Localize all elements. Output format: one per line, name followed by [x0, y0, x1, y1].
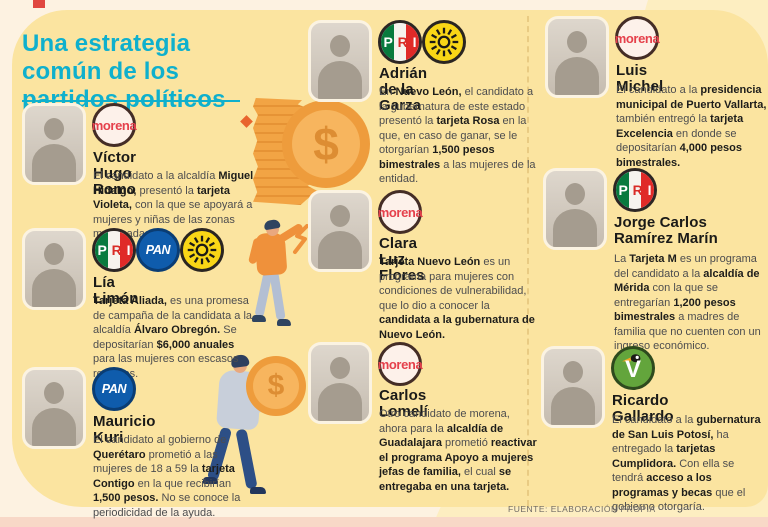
morena-party-icon: morena: [615, 16, 660, 60]
pvem-party-icon: V: [611, 346, 655, 390]
party-logos: morena: [615, 16, 660, 60]
party-logos: V: [611, 346, 655, 390]
candidate-name: Luis Michel: [616, 62, 664, 95]
pan-party-icon: PAN: [92, 367, 136, 411]
candidate-photo: [545, 16, 609, 98]
title-underline: [22, 100, 240, 102]
candidate-description: Otro candidato de morena, ahora para la …: [379, 408, 537, 493]
candidate-description: Tarjeta Nuevo León es un programa para m…: [379, 256, 535, 341]
candidate-name: Jorge Carlos Ramírez Marín: [614, 214, 718, 247]
dollar-sign: $: [252, 362, 300, 410]
party-logos: morena: [378, 342, 423, 386]
morena-party-icon: morena: [378, 342, 423, 386]
prd-party-icon: [180, 228, 224, 272]
bottom-pink-strip: [0, 517, 768, 527]
candidate-name: Clara Luz Flores: [379, 235, 425, 284]
morena-party-icon: morena: [378, 190, 423, 234]
top-red-tab-decoration: [33, 0, 45, 8]
party-logos: morena: [92, 103, 137, 147]
candidate-description: El candidato al gobierno de Querétaro pr…: [93, 434, 241, 519]
candidate-name: Adrián de la Garza: [379, 65, 428, 114]
candidate-photo: [22, 103, 86, 185]
candidate-name: Víctor Hugo Romo: [93, 149, 137, 198]
title-line-1: Una estrategia: [22, 30, 191, 58]
prd-party-icon: [422, 20, 466, 64]
candidate-description: La Tarjeta M es un programa del candidat…: [614, 253, 761, 352]
candidate-name: Ricardo Gallardo: [612, 392, 674, 425]
candidate-photo: [541, 346, 605, 428]
party-logos: PAN: [92, 367, 136, 411]
candidate-photo: [308, 342, 372, 424]
candidate-photo: [308, 190, 372, 272]
candidate-photo: [308, 20, 372, 102]
person-illustration-orange: [244, 218, 305, 334]
candidate-description: En Nuevo León, el candidato a la guberna…: [379, 86, 536, 185]
dollar-sign: $: [291, 109, 361, 179]
candidate-description: El candidato a la gubernatura de San Lui…: [612, 414, 761, 513]
morena-party-icon: morena: [92, 103, 137, 147]
source-note: FUENTE: ELABORACIÓN PROPIA: [508, 504, 656, 514]
pan-party-icon: PAN: [136, 228, 180, 272]
held-coin-icon: $: [246, 356, 306, 416]
title-line-2: común de los: [22, 58, 180, 86]
candidate-name: Lía Limón: [93, 274, 139, 307]
party-logos: morena: [378, 190, 423, 234]
candidate-photo: [22, 228, 86, 310]
candidate-description: El candidato a la presidencia municipal …: [616, 84, 767, 169]
candidate-name: Mauricio Kuri: [93, 413, 156, 446]
toucan-icon: [622, 354, 641, 363]
column-divider: [527, 16, 529, 506]
coin-icon: $: [282, 100, 370, 188]
person-illustration-gray: [202, 353, 307, 515]
candidate-description: El candidato a la alcaldía Miguel Hidalg…: [93, 170, 254, 240]
candidate-name: Carlos Lomelí: [379, 387, 428, 420]
candidate-photo: [543, 168, 607, 250]
candidate-photo: [22, 367, 86, 449]
zigzag-arrow-icon: [293, 224, 309, 254]
